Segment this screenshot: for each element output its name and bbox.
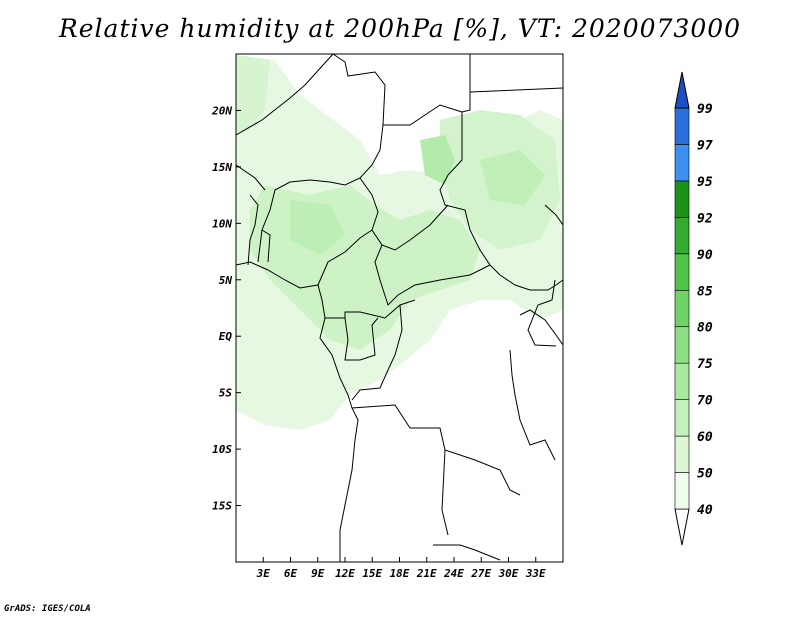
colorbar-label: 40	[697, 503, 713, 518]
lat-tick-label: 15S	[212, 500, 232, 513]
colorbar-label: 92	[697, 211, 713, 226]
grads-credit: GrADS: IGES/COLA	[4, 604, 91, 614]
colorbar-swatch	[674, 399, 690, 437]
colorbar-swatch	[674, 180, 690, 218]
lon-tick-label: 12E	[335, 567, 355, 580]
colorbar-high-triangle	[674, 71, 690, 109]
lat-tick-label: 5S	[219, 387, 233, 400]
lon-tick-label: 33E	[525, 567, 546, 580]
colorbar-swatch	[674, 326, 690, 364]
colorbar-swatch	[674, 289, 690, 328]
colorbar-label: 70	[697, 394, 713, 409]
colorbar-label: 85	[697, 284, 713, 299]
colorbar-swatch	[674, 253, 690, 291]
lat-tick-label: 5N	[219, 274, 233, 287]
lat-tick-label: 15N	[212, 161, 232, 174]
lon-tick-label: 27E	[470, 567, 491, 580]
colorbar-swatch	[674, 472, 690, 510]
colorbar-label: 97	[697, 138, 713, 153]
lon-tick-label: 30E	[498, 567, 519, 580]
lon-tick-label: 9E	[311, 567, 325, 580]
lon-tick-label: 24E	[443, 567, 464, 580]
latitude-ticks: 20N 15N 10N 5N EQ 5S 10S 15S	[211, 104, 241, 513]
colorbar: 40 50 60 70 75 80 85 90 92 95 97 99	[674, 71, 713, 546]
colorbar-label: 75	[697, 357, 713, 372]
colorbar-swatch	[674, 217, 690, 255]
lat-tick-label: 10S	[212, 443, 232, 456]
colorbar-label: 80	[697, 321, 713, 336]
chart-title: Relative humidity at 200hPa [%], VT: 202…	[58, 14, 742, 43]
lon-tick-label: 18E	[390, 567, 410, 580]
lon-tick-label: 21E	[416, 567, 437, 580]
colorbar-label: 90	[697, 248, 713, 263]
colorbar-swatch	[674, 435, 690, 473]
humidity-field	[236, 55, 563, 430]
lat-tick-label: 20N	[211, 104, 232, 117]
colorbar-swatch	[674, 144, 690, 182]
colorbar-label: 60	[697, 430, 713, 445]
colorbar-label: 95	[697, 175, 713, 190]
colorbar-swatch	[674, 362, 690, 400]
lon-tick-label: 6E	[284, 567, 298, 580]
humidity-patch-north	[236, 55, 270, 135]
colorbar-label: 99	[697, 102, 713, 117]
colorbar-low-triangle	[674, 508, 690, 546]
lon-tick-label: 15E	[362, 567, 382, 580]
lat-tick-label: 10N	[212, 217, 232, 230]
humidity-patch-core	[420, 135, 455, 185]
humidity-patch-core-2	[290, 200, 345, 255]
colorbar-label: 50	[697, 467, 713, 482]
longitude-ticks: 3E 6E 9E 12E 15E 18E 21E 24E 27E 30E 33E	[256, 557, 546, 580]
humidity-patch-core-3	[480, 150, 545, 205]
lat-tick-label: EQ	[219, 330, 233, 343]
lon-tick-label: 3E	[256, 567, 271, 580]
colorbar-swatch	[674, 107, 690, 145]
